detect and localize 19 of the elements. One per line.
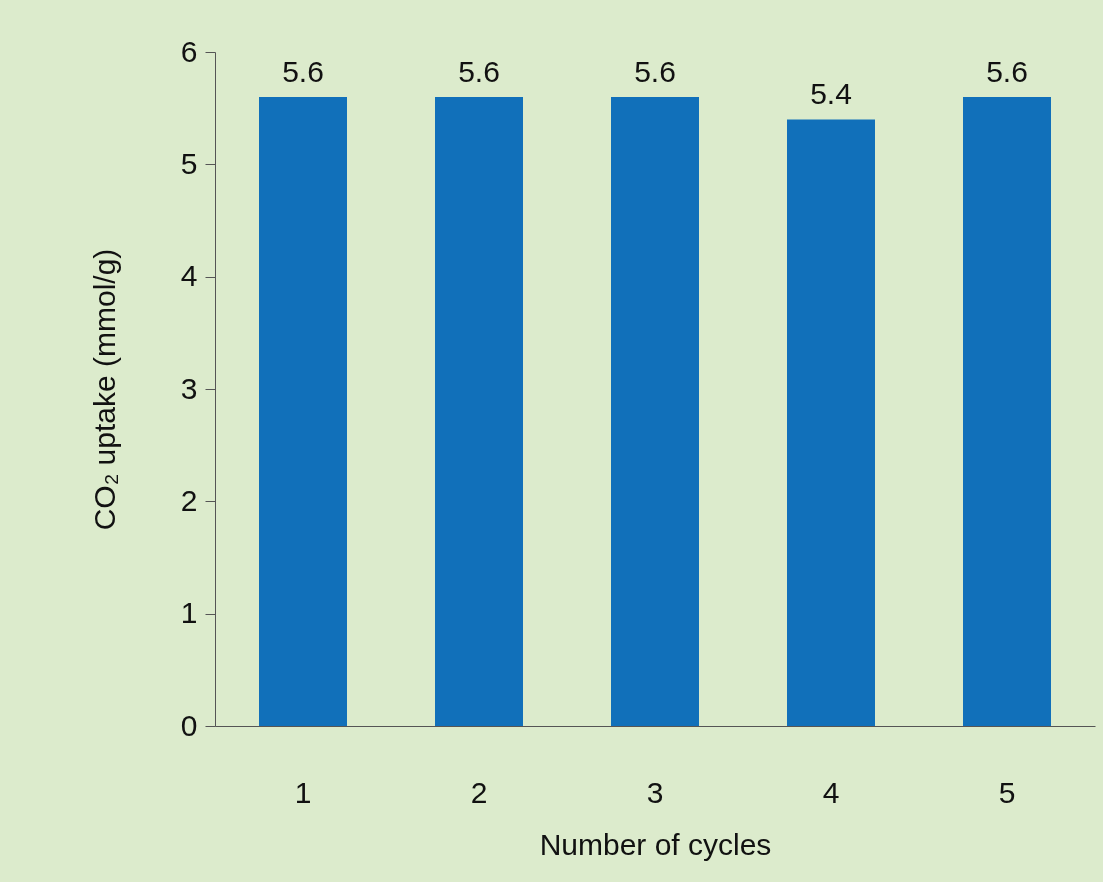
x-axis-title: Number of cycles bbox=[539, 827, 772, 861]
x-tick-label: 1 bbox=[294, 775, 312, 809]
y-tick-label: 0 bbox=[180, 708, 198, 742]
x-tick-label: 3 bbox=[646, 775, 664, 809]
y-tick-label: 6 bbox=[180, 34, 198, 68]
data-label: 5.4 bbox=[810, 77, 852, 111]
y-tick-label: 3 bbox=[180, 371, 198, 405]
y-axis-title: CO₂ uptake (mmol/g) bbox=[87, 248, 121, 531]
data-label: 5.6 bbox=[282, 54, 324, 88]
data-label: 5.6 bbox=[458, 54, 500, 88]
data-label: 5.6 bbox=[634, 54, 676, 88]
x-tick-label: 4 bbox=[822, 775, 840, 809]
y-tick-label: 2 bbox=[180, 483, 198, 517]
y-tick-label: 1 bbox=[180, 596, 198, 630]
x-tick-label: 5 bbox=[998, 775, 1016, 809]
y-tick-label: 4 bbox=[180, 259, 198, 293]
x-tick-label: 2 bbox=[470, 775, 488, 809]
data-label: 5.6 bbox=[986, 54, 1028, 88]
y-tick-label: 5 bbox=[180, 146, 198, 180]
